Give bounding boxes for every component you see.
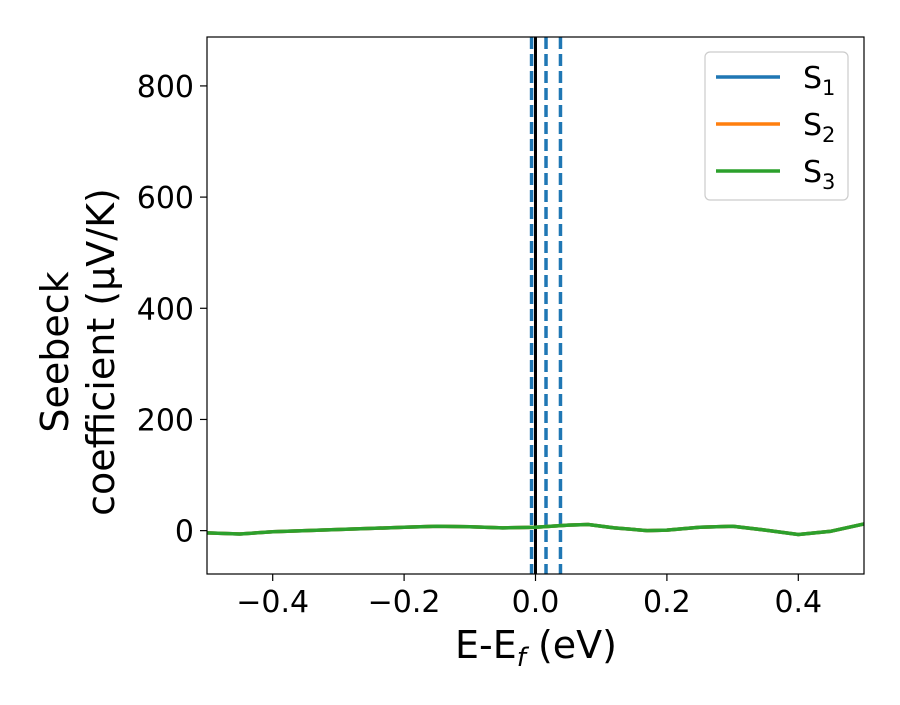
legend-label-1: S1 (803, 61, 835, 100)
y-axis-label: Seebeck coefficient (μV/K) (33, 188, 123, 516)
y-axis: 0 200 400 600 800 (137, 70, 207, 550)
series-lines (207, 522, 864, 537)
legend: S1 S2 S3 (704, 51, 849, 201)
y-axis-label-line1: Seebeck (33, 271, 77, 432)
legend-label-2: S2 (803, 108, 835, 147)
y-tick-label: 600 (137, 181, 194, 216)
x-tick-label: 0.2 (643, 585, 691, 620)
legend-frame (704, 51, 849, 201)
x-tick-label: 0.0 (512, 585, 560, 620)
y-axis-label-line2: coefficient (μV/K) (79, 188, 123, 516)
y-tick-label: 400 (137, 292, 194, 327)
y-tick-label: 0 (175, 515, 194, 550)
legend-label-3: S3 (803, 155, 835, 194)
x-axis-label: E-Ef (eV) (455, 623, 617, 673)
x-tick-label: −0.2 (368, 585, 441, 620)
y-tick-label: 800 (137, 70, 194, 105)
x-tick-label: 0.4 (774, 585, 822, 620)
y-tick-label: 200 (137, 403, 194, 438)
x-tick-label: −0.4 (236, 585, 309, 620)
reference-lines (529, 37, 563, 574)
x-axis: −0.4 −0.2 0.0 0.2 0.4 (236, 574, 822, 620)
series-line-3 (207, 522, 864, 537)
